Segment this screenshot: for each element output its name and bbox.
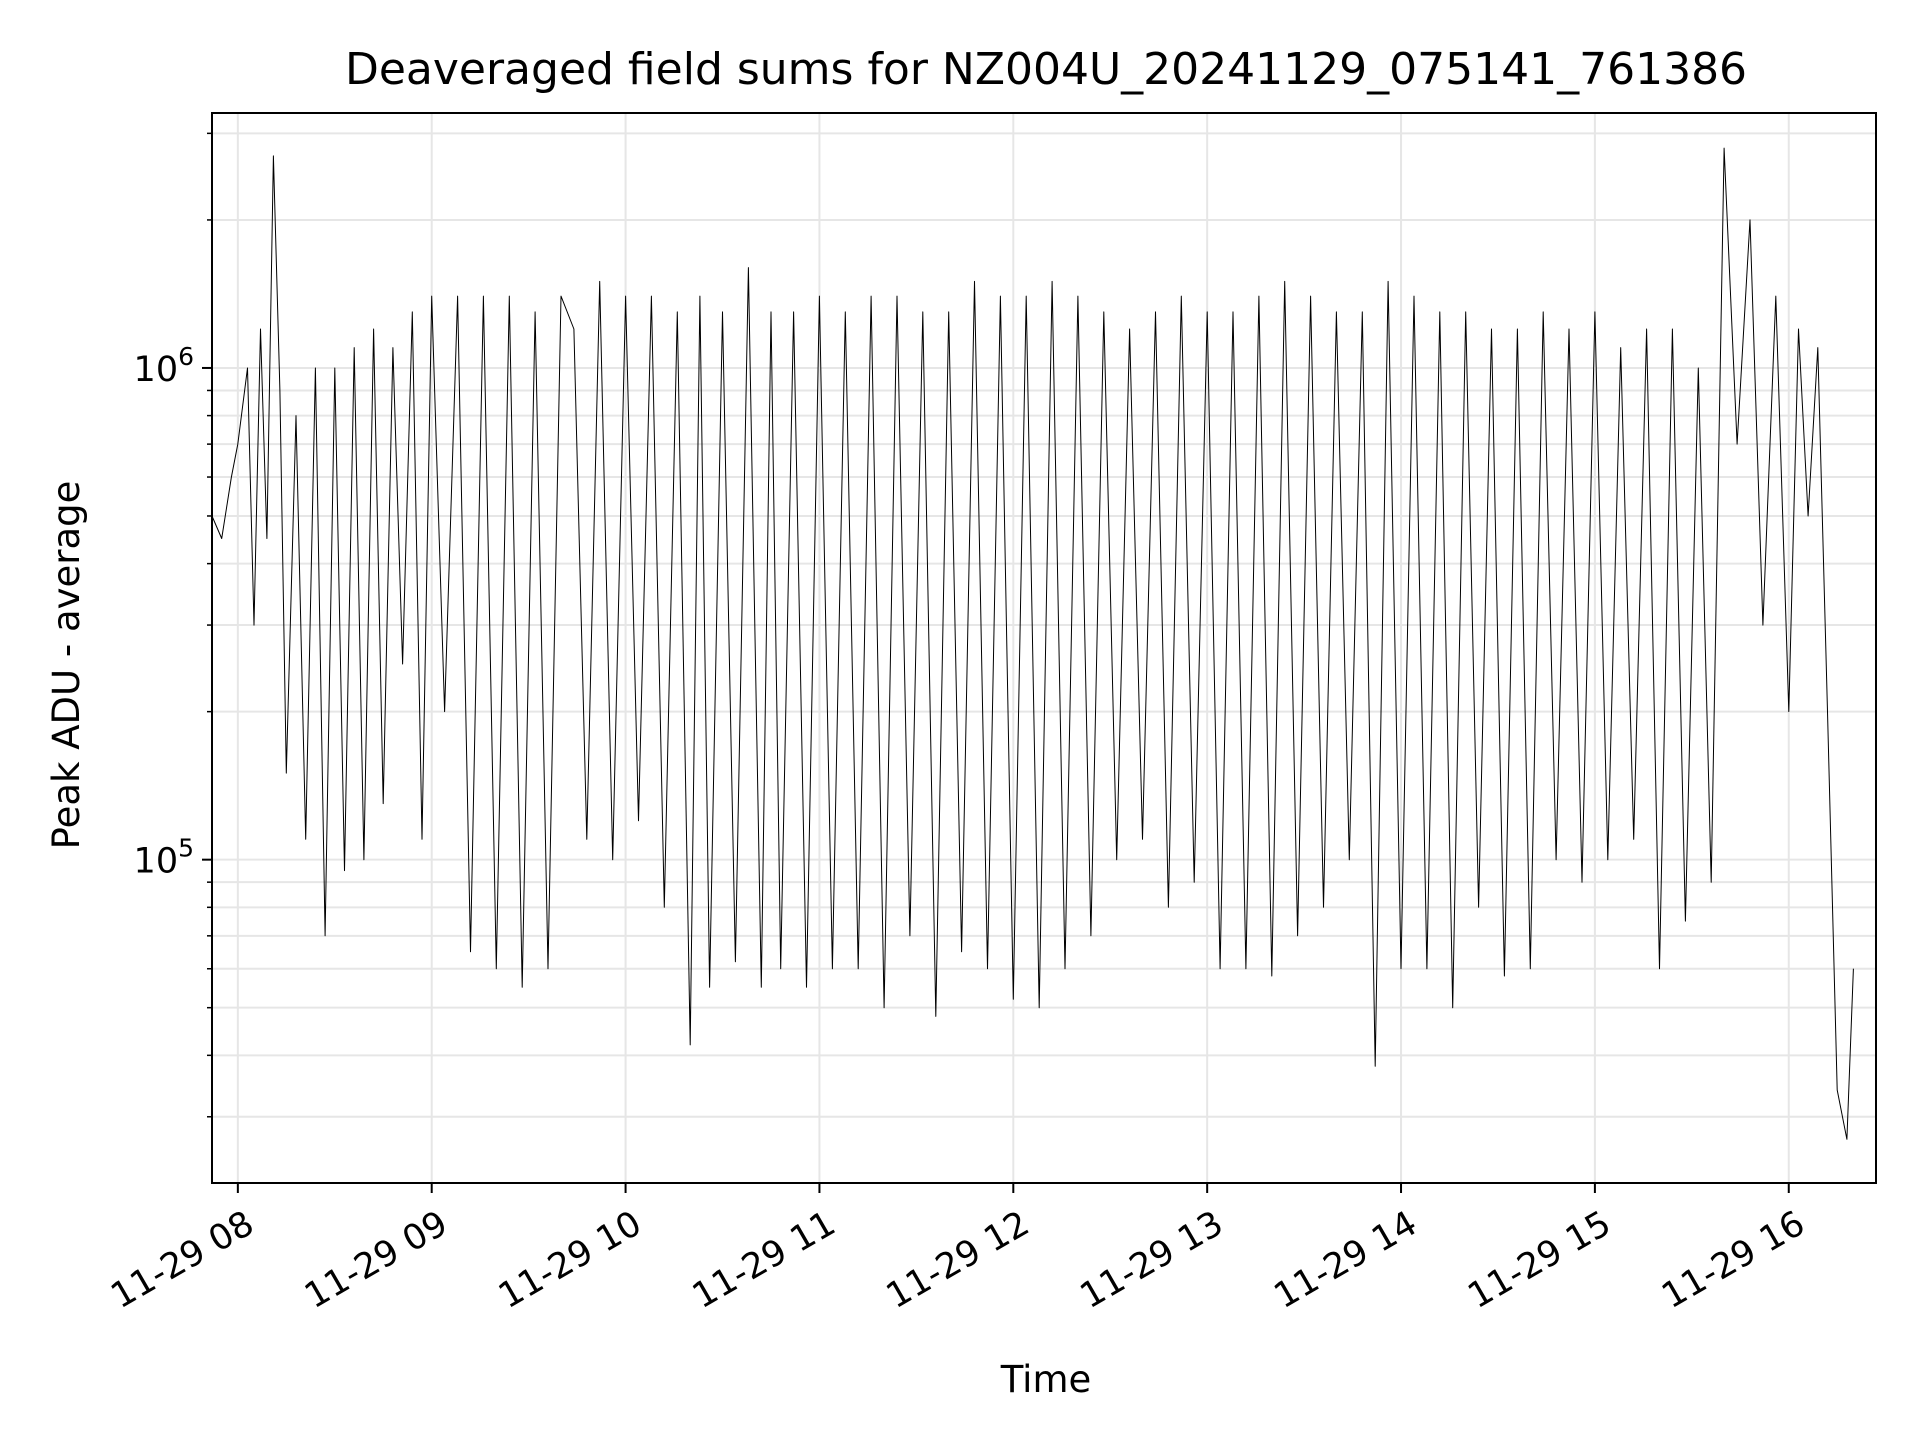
chart-title: Deaveraged field sums for NZ004U_2024112…	[345, 44, 1747, 95]
y-tick-exponent: 6	[178, 342, 194, 371]
y-tick-label: 106	[134, 342, 194, 390]
x-axis-label: Time	[1000, 1358, 1092, 1401]
series-line	[211, 147, 1854, 1140]
y-axis-label: Peak ADU - average	[45, 481, 88, 850]
y-tick-base: 10	[134, 842, 179, 882]
plot-area	[211, 147, 1854, 1140]
grid	[212, 113, 1876, 1183]
y-tick-exponent: 5	[178, 834, 194, 863]
axes-frame	[211, 112, 1877, 1184]
y-tick-label: 105	[134, 834, 194, 882]
y-tick-base: 10	[134, 350, 179, 390]
